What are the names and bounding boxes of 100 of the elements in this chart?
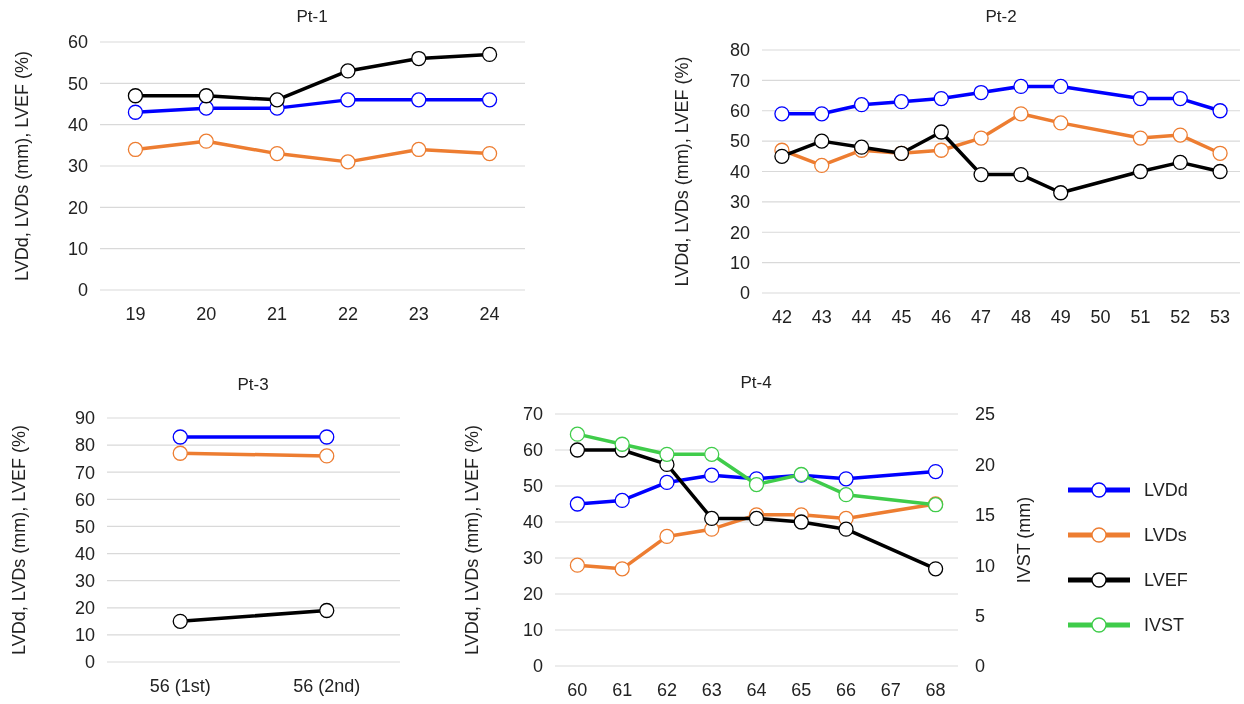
point	[1053, 115, 1069, 131]
point	[1013, 166, 1029, 183]
x-tick-label: 66	[836, 680, 857, 700]
y-tick-label: 70	[729, 70, 750, 91]
point	[340, 63, 356, 79]
point	[927, 561, 944, 577]
point	[793, 514, 809, 530]
point	[569, 557, 586, 573]
point	[1013, 78, 1029, 95]
chart-title: Pt-3	[237, 375, 269, 394]
y-tick-label: 30	[522, 548, 543, 569]
x-tick-label: 24	[479, 304, 500, 324]
x-tick-label: 60	[567, 680, 588, 700]
x-tick-label: 44	[851, 307, 872, 327]
x-tick-label: 42	[771, 307, 792, 327]
point	[614, 561, 630, 577]
x-tick-label: 64	[746, 680, 767, 700]
point	[838, 521, 854, 537]
point	[659, 446, 675, 462]
point	[838, 486, 854, 503]
legend-label: IVST	[1144, 615, 1185, 636]
x-tick-label: 22	[337, 304, 358, 324]
point	[933, 124, 949, 140]
point	[411, 92, 427, 108]
point	[853, 97, 870, 113]
point	[774, 106, 790, 122]
point	[319, 448, 335, 464]
point	[411, 141, 427, 158]
x-tick-label: 49	[1050, 307, 1071, 327]
x-tick-label: 67	[880, 680, 901, 700]
point	[973, 130, 989, 146]
point	[748, 476, 765, 493]
x-tick-label: 46	[931, 307, 952, 327]
y-tick-label: 60	[67, 32, 88, 53]
point	[933, 90, 949, 107]
x-tick-label: 65	[791, 680, 812, 700]
y-tick-label: 30	[729, 192, 750, 213]
x-tick-label: 50	[1090, 307, 1111, 327]
point	[704, 467, 720, 483]
y-axis-title: LVDd, LVDs (mm), LVEF (%)	[672, 56, 692, 287]
point	[569, 496, 586, 512]
point	[1013, 106, 1029, 122]
y-tick-label: 20	[522, 584, 543, 605]
y-tick-label: 20	[729, 222, 750, 243]
point	[1212, 103, 1228, 119]
x-tick-label: 51	[1130, 307, 1151, 327]
y-tick-label: 60	[522, 440, 543, 461]
point	[1132, 130, 1149, 146]
point	[127, 104, 144, 120]
x-tick-label: 23	[408, 304, 429, 324]
point	[481, 92, 498, 108]
point	[172, 445, 188, 461]
point	[614, 436, 630, 452]
point	[569, 426, 586, 442]
y-tick-label: 10	[74, 625, 95, 646]
y2-tick-label: 0	[975, 656, 986, 677]
y-tick-label: 50	[729, 131, 750, 152]
y-tick-label: 80	[74, 435, 95, 456]
y2-tick-label: 10	[975, 555, 996, 576]
point	[411, 50, 427, 67]
x-tick-label: 68	[925, 680, 946, 700]
y-tick-label: 60	[74, 489, 95, 510]
chart-title: Pt-4	[740, 373, 772, 392]
y-tick-label: 10	[729, 252, 750, 273]
y2-tick-label: 15	[975, 505, 996, 526]
x-tick-label: 62	[656, 680, 677, 700]
x-tick-label: 21	[267, 304, 288, 324]
point	[319, 602, 335, 619]
y-tick-label: 40	[67, 114, 88, 135]
y-axis-title: LVDd, LVDs (mm), LVEF (%)	[12, 50, 32, 282]
y-tick-label: 40	[522, 512, 543, 533]
point	[838, 471, 854, 487]
point	[1053, 78, 1069, 95]
y-tick-label: 50	[67, 73, 88, 94]
x-tick-label: 61	[612, 680, 633, 700]
point	[704, 510, 720, 527]
x-tick-label: 56 (2nd)	[293, 676, 361, 696]
point	[1172, 154, 1188, 171]
legend-label: LVDs	[1144, 525, 1187, 546]
legend-label: LVDd	[1144, 480, 1188, 501]
point	[614, 492, 630, 509]
y-tick-label: 10	[522, 620, 543, 641]
y-tick-label: 20	[67, 197, 88, 218]
point	[481, 46, 498, 63]
y-tick-label: 30	[74, 570, 95, 591]
y-tick-label: 40	[74, 543, 95, 564]
point	[172, 613, 188, 629]
y-tick-label: 70	[74, 462, 95, 483]
point	[659, 528, 675, 545]
x-tick-label: 20	[196, 304, 217, 324]
point	[927, 463, 944, 480]
point	[774, 148, 790, 164]
x-tick-label: 52	[1170, 307, 1191, 327]
x-tick-label: 19	[125, 304, 146, 324]
point	[973, 84, 989, 101]
point	[748, 510, 765, 527]
point	[659, 474, 675, 491]
y2-tick-label: 20	[975, 454, 996, 475]
y-tick-label: 10	[67, 238, 88, 259]
y-tick-label: 0	[84, 652, 95, 673]
